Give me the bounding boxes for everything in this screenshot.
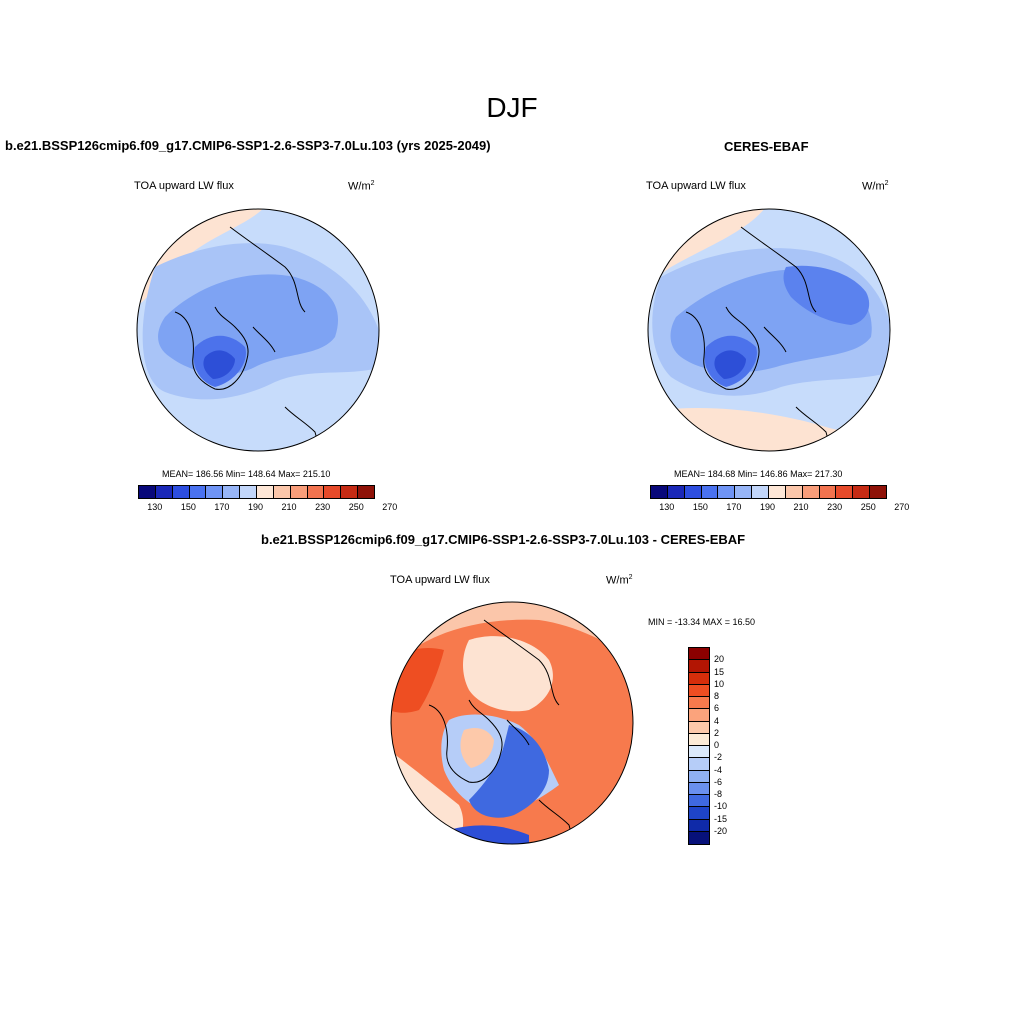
diff-colorbar-tick-label: -8 <box>714 789 723 799</box>
diff-colorbar-tick-label: -10 <box>714 801 728 812</box>
diff-colorbar-tick-label: -15 <box>714 813 728 824</box>
model-colorbar <box>138 485 375 499</box>
diff-polar-map <box>390 601 634 845</box>
diff-colorbar-tick-label: 20 <box>714 654 725 665</box>
diff-colorbar-swatch <box>689 660 709 673</box>
diff-colorbar-swatch <box>689 697 709 710</box>
diff-variable-label: TOA upward LW flux <box>390 574 490 586</box>
obs-colorbar-tick-label: 130 <box>659 502 675 512</box>
obs-colorbar-tick-label: 190 <box>759 502 776 512</box>
model-colorbar-swatch <box>206 486 224 498</box>
obs-colorbar-swatch <box>853 486 871 498</box>
model-colorbar-swatch <box>223 486 241 498</box>
obs-colorbar-swatch <box>701 486 719 498</box>
model-colorbar-swatch <box>172 486 190 498</box>
model-colorbar-swatch <box>155 486 173 498</box>
obs-colorbar-tick-label: 150 <box>692 502 708 512</box>
obs-unit-label: W/m2 <box>862 180 889 193</box>
obs-panel-title: CERES-EBAF <box>724 139 809 154</box>
model-colorbar-tick-label: 170 <box>214 502 230 512</box>
model-colorbar-swatch <box>307 486 325 498</box>
model-colorbar-swatch <box>189 486 207 498</box>
model-colorbar-swatch <box>358 486 375 498</box>
model-colorbar-ticks: 130 150 170 190 210 230 250 270 <box>138 502 397 514</box>
model-colorbar-swatch <box>257 486 274 498</box>
model-colorbar-tick-label: 270 <box>382 502 398 512</box>
diff-colorbar-swatch <box>689 819 709 832</box>
model-colorbar-swatch <box>324 486 342 498</box>
diff-colorbar-tick-label: 6 <box>714 703 720 714</box>
diff-colorbar <box>688 647 710 845</box>
model-colorbar-tick-label: 190 <box>247 502 264 512</box>
diff-colorbar-swatch <box>689 795 709 808</box>
diff-colorbar-tick-label: 10 <box>714 678 725 689</box>
obs-colorbar-tick-label: 270 <box>894 502 910 512</box>
obs-colorbar <box>650 485 887 499</box>
obs-stats: MEAN= 184.68 Min= 146.86 Max= 217.30 <box>674 469 843 479</box>
diff-colorbar-swatch <box>689 807 709 820</box>
diff-colorbar-tick-label: 15 <box>714 666 725 677</box>
obs-colorbar-tick-label: 170 <box>726 502 742 512</box>
diff-colorbar-tick-label: -4 <box>714 764 723 775</box>
model-panel-title: b.e21.BSSP126cmip6.f09_g17.CMIP6-SSP1-2.… <box>5 138 491 153</box>
model-colorbar-swatch <box>240 486 258 498</box>
model-polar-map <box>136 208 380 452</box>
diff-colorbar-swatch <box>689 672 709 685</box>
model-colorbar-tick-label: 230 <box>315 502 331 512</box>
model-colorbar-tick-label: 130 <box>147 502 163 512</box>
model-colorbar-tick-label: 150 <box>180 502 196 512</box>
obs-colorbar-tick-label: 210 <box>793 502 809 512</box>
obs-colorbar-swatch <box>836 486 854 498</box>
diff-colorbar-tick-label: 4 <box>714 715 720 726</box>
obs-variable-label: TOA upward LW flux <box>646 180 746 192</box>
diff-colorbar-tick-label: -2 <box>714 752 723 763</box>
obs-colorbar-tick-label: 230 <box>827 502 843 512</box>
diff-colorbar-swatch <box>689 733 709 746</box>
diff-unit-label: W/m2 <box>606 574 633 587</box>
obs-polar-map <box>647 208 891 452</box>
model-variable-label: TOA upward LW flux <box>134 180 234 192</box>
diff-colorbar-swatch <box>689 709 709 722</box>
model-colorbar-swatch <box>290 486 308 498</box>
model-colorbar-swatch <box>341 486 359 498</box>
obs-colorbar-swatch <box>684 486 702 498</box>
diff-stats: MIN = -13.34 MAX = 16.50 <box>648 617 756 627</box>
diff-colorbar-swatch <box>689 758 709 771</box>
model-colorbar-swatch <box>139 486 156 498</box>
model-stats: MEAN= 186.56 Min= 148.64 Max= 215.10 <box>162 469 331 479</box>
obs-colorbar-swatch <box>769 486 786 498</box>
obs-colorbar-swatch <box>735 486 753 498</box>
model-colorbar-swatch <box>273 486 291 498</box>
model-colorbar-tick-label: 250 <box>348 502 364 512</box>
model-colorbar-tick-label: 210 <box>281 502 297 512</box>
obs-colorbar-swatch <box>752 486 770 498</box>
figure-title: DJF <box>486 92 538 123</box>
diff-colorbar-swatch <box>689 782 709 795</box>
obs-colorbar-swatch <box>802 486 820 498</box>
obs-colorbar-swatch <box>870 486 887 498</box>
diff-colorbar-swatch <box>689 746 709 759</box>
diff-colorbar-tick-label: -6 <box>714 776 723 787</box>
diff-colorbar-tick-label: 8 <box>714 691 720 701</box>
obs-colorbar-swatch <box>667 486 685 498</box>
diff-colorbar-tick-label: -20 <box>714 825 728 836</box>
diff-colorbar-swatch <box>689 648 709 661</box>
diff-colorbar-tick-label: 2 <box>714 727 720 738</box>
obs-colorbar-tick-label: 250 <box>860 502 876 512</box>
obs-colorbar-swatch <box>819 486 837 498</box>
obs-colorbar-swatch <box>651 486 668 498</box>
diff-colorbar-ticks: 20 15 10 8 6 4 2 0 -2 -4 -6 -8 -10 -15 -20 <box>714 647 754 843</box>
diff-colorbar-swatch <box>689 684 709 697</box>
obs-colorbar-swatch <box>718 486 736 498</box>
diff-colorbar-tick-label: 0 <box>714 740 720 750</box>
diff-panel-title: b.e21.BSSP126cmip6.f09_g17.CMIP6-SSP1-2.… <box>261 532 746 547</box>
diff-colorbar-swatch <box>689 770 709 783</box>
diff-colorbar-swatch <box>689 831 709 844</box>
diff-colorbar-swatch <box>689 721 709 734</box>
obs-colorbar-ticks: 130 150 170 190 210 230 250 270 <box>650 502 909 514</box>
model-unit-label: W/m2 <box>348 180 375 193</box>
obs-colorbar-swatch <box>785 486 803 498</box>
